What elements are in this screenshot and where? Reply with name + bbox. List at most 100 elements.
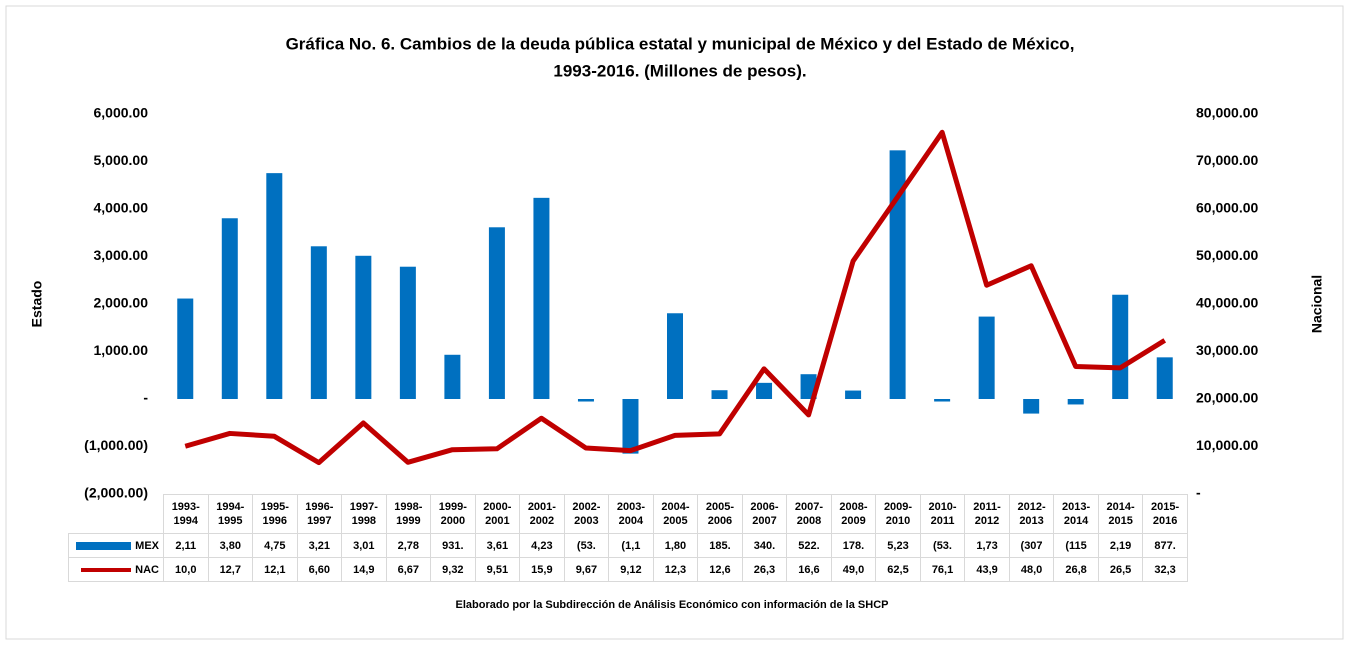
y2-tick-label: 20,000.00 <box>1196 390 1258 406</box>
bar <box>622 399 639 454</box>
bar <box>399 266 416 399</box>
bar <box>1023 399 1040 414</box>
category-label: 1994-1995 <box>207 494 254 534</box>
bar <box>310 246 327 399</box>
table-corner <box>69 495 164 534</box>
y2-tick-label: 70,000.00 <box>1196 152 1258 168</box>
y-tick-label: 2,000.00 <box>94 295 149 311</box>
value-label: 3,80 <box>207 533 254 558</box>
bar <box>845 390 862 399</box>
category-label: 2011-2012 <box>964 494 1010 534</box>
bar <box>667 313 683 399</box>
value-label: 178. <box>830 533 877 558</box>
chart-border <box>5 5 1344 640</box>
y-axis-title: Estado <box>29 281 45 328</box>
category-label: 1995-1996 <box>252 494 298 534</box>
value-label: 12,1 <box>252 557 298 582</box>
value-label: 931. <box>430 533 476 558</box>
y-tick-label: 6,000.00 <box>94 105 149 121</box>
value-label: 3,01 <box>341 533 387 558</box>
bar <box>1067 399 1084 405</box>
line-series <box>184 129 1167 466</box>
y-tick-label: 4,000.00 <box>94 200 149 216</box>
y2-axis-title: Nacional <box>1309 275 1325 333</box>
category-label: 2015-2016 <box>1142 494 1188 534</box>
category-label: 2005-2006 <box>697 494 743 534</box>
category-label: 1996-1997 <box>296 494 343 534</box>
value-label: 9,67 <box>563 557 610 582</box>
bar <box>934 399 951 402</box>
value-label: 76,1 <box>919 557 966 582</box>
value-label: 62,5 <box>875 557 921 582</box>
category-label: 2012-2013 <box>1008 494 1055 534</box>
y2-tick-label: 50,000.00 <box>1196 247 1258 263</box>
y-tick-label: 1,000.00 <box>94 342 149 358</box>
value-label: 2,19 <box>1097 533 1144 558</box>
value-label: 4,75 <box>252 533 298 558</box>
value-label: 522. <box>786 533 832 558</box>
y2-tick-label: 60,000.00 <box>1196 200 1258 216</box>
value-label: 2,11 <box>163 533 209 558</box>
value-label: 2,78 <box>385 533 432 558</box>
category-label: 2013-2014 <box>1053 494 1099 534</box>
y-tick-label: 3,000.00 <box>94 247 149 263</box>
value-label: 1,73 <box>964 533 1010 558</box>
value-label: 43,9 <box>964 557 1010 582</box>
chart-title: 1993-2016. (Millones de pesos). <box>553 61 806 80</box>
value-label: 12,3 <box>652 557 699 582</box>
value-label: 9,51 <box>474 557 521 582</box>
category-label: 2002-2003 <box>563 494 610 534</box>
data-table: 1993-1994 1994-1995 1995-1996 1996-1997 1997… <box>68 494 1188 582</box>
y2-tick-label: 80,000.00 <box>1196 105 1258 121</box>
bar <box>221 218 238 399</box>
table-row: MEX 2,11 3,80 4,75 3,21 3,01 2,78 931. 3,61 4,23(… <box>68 533 1188 558</box>
y-tick-label: (1,000.00) <box>84 437 148 453</box>
value-label: 14,9 <box>341 557 387 582</box>
y2-tick-label: 30,000.00 <box>1196 342 1258 358</box>
legend-swatch <box>76 541 132 550</box>
bar <box>355 255 372 399</box>
legend-label: MEX <box>135 539 159 552</box>
category-label: 2001-2002 <box>519 494 565 534</box>
category-label: 1997-1998 <box>341 494 387 534</box>
value-label: 32,3 <box>1142 557 1188 582</box>
value-label: (53. <box>919 533 966 558</box>
value-label: 877. <box>1142 533 1188 558</box>
value-label: 10,0 <box>163 557 209 582</box>
bar <box>266 173 283 399</box>
bar <box>1156 357 1173 399</box>
category-label: 2010-2011 <box>919 494 966 534</box>
value-label: 9,32 <box>430 557 476 582</box>
category-label: 2007-2008 <box>786 494 832 534</box>
category-label: 2000-2001 <box>474 494 521 534</box>
category-label: 2009-2010 <box>875 494 921 534</box>
y2-tick-label: - <box>1196 485 1201 501</box>
value-label: (115 <box>1053 533 1099 558</box>
bar <box>711 390 728 399</box>
bar <box>488 227 505 399</box>
value-label: 15,9 <box>519 557 565 582</box>
value-label: 48,0 <box>1008 557 1055 582</box>
bar <box>177 298 194 399</box>
table-row: NAC 10,0 12,7 12,1 6,60 14,9 6,67 9,32 9,51 15,9 9… <box>68 557 1188 582</box>
source-note: Elaborado por la Subdirección de Análisi… <box>456 599 889 611</box>
value-label: 26,3 <box>741 557 788 582</box>
legend-label: NAC <box>135 563 159 576</box>
bar <box>1112 294 1129 399</box>
chart-title: Gráfica No. 6. Cambios de la deuda públi… <box>286 34 1075 53</box>
category-label: 1993-1994 <box>163 494 209 534</box>
value-label: 6,60 <box>296 557 343 582</box>
y-tick-label: 5,000.00 <box>94 152 149 168</box>
value-label: 49,0 <box>830 557 877 582</box>
legend-entry: MEX <box>68 533 164 558</box>
y-tick-label: (2,000.00) <box>84 485 148 501</box>
legend-swatch <box>81 567 132 572</box>
category-label: 2003-2004 <box>608 494 654 534</box>
bar <box>889 150 906 399</box>
value-label: 9,12 <box>608 557 654 582</box>
category-label: 2006-2007 <box>741 494 788 534</box>
value-label: (1,1 <box>608 533 654 558</box>
legend-entry: NAC <box>68 557 164 582</box>
